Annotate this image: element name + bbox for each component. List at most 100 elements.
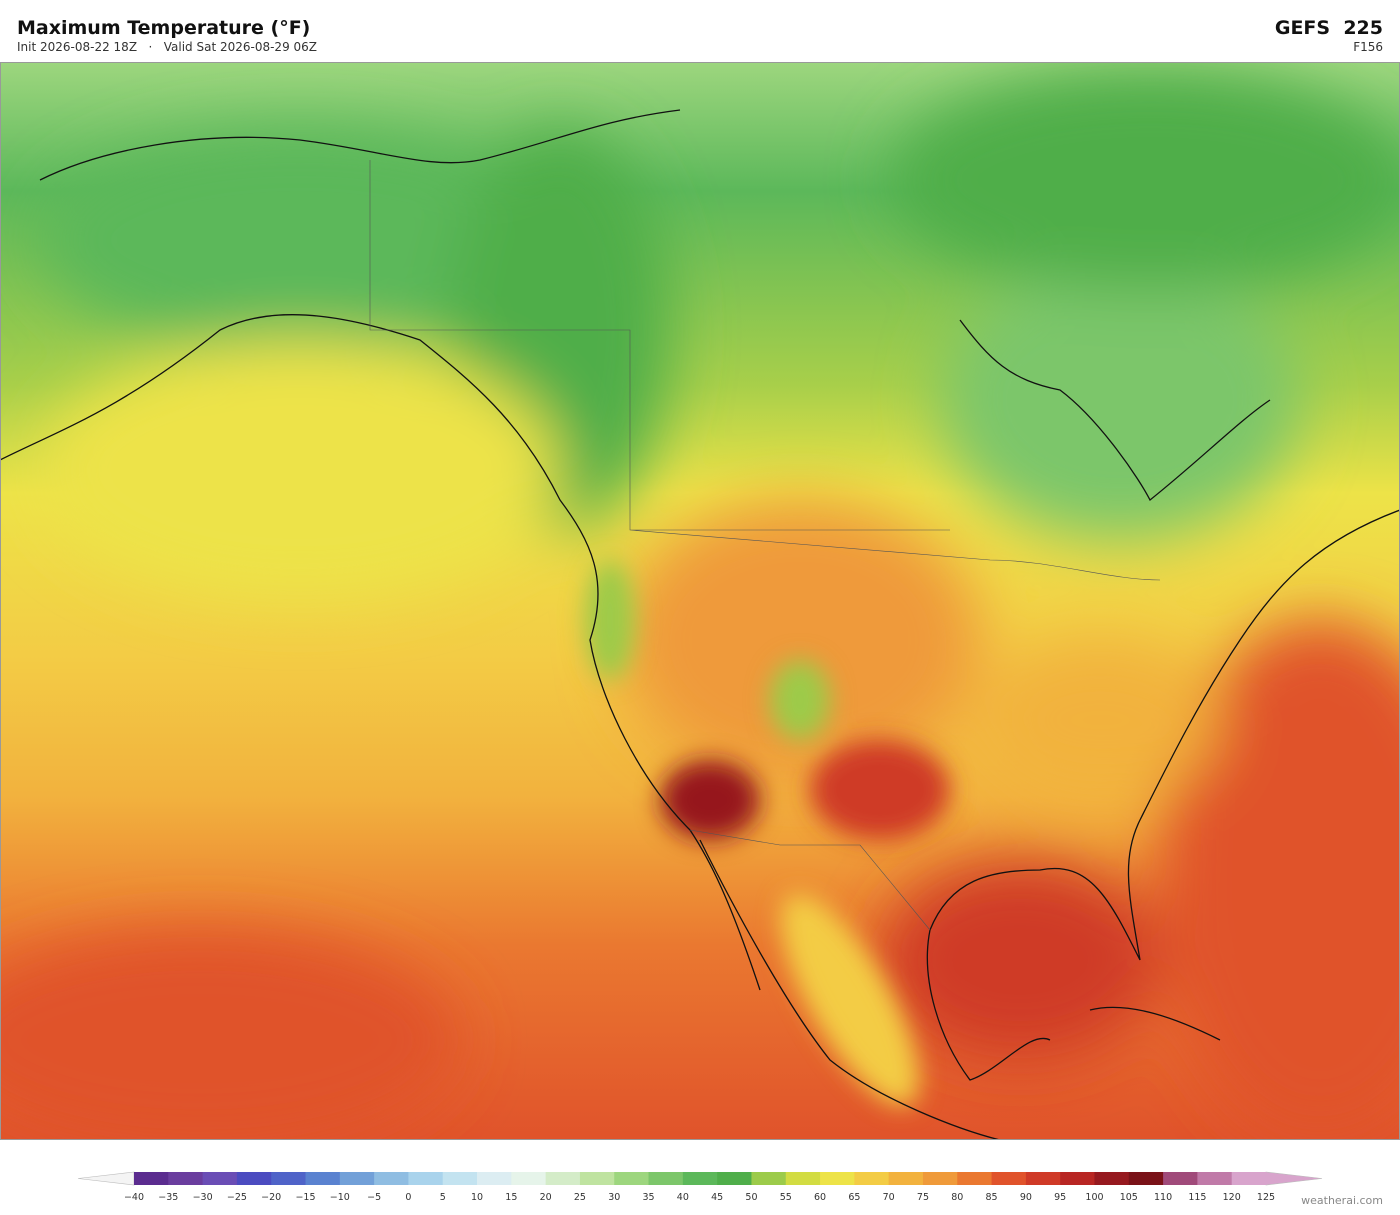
colorbar-tick-label: 10	[471, 1192, 483, 1203]
colorbar-tick-label: 70	[883, 1192, 895, 1203]
colorbar-swatch	[579, 1172, 615, 1185]
colorbar-swatch	[1163, 1172, 1198, 1185]
patch	[890, 70, 1400, 290]
patch	[660, 760, 760, 840]
colorbar-tick-label: 40	[677, 1192, 689, 1203]
colorbar-tick-label: −35	[158, 1192, 178, 1203]
colorbar-tick-label: −40	[124, 1192, 144, 1203]
coastline	[699, 839, 1001, 1140]
colorbar-tick-label: −25	[227, 1192, 247, 1203]
patch	[620, 500, 980, 780]
colorbar-tick-label: −5	[367, 1192, 381, 1203]
coastline	[929, 509, 1400, 961]
border	[689, 829, 931, 931]
colorbar-swatch	[648, 1172, 684, 1185]
colorbar-tick-label: 65	[848, 1192, 860, 1203]
patch	[810, 740, 950, 840]
colorbar-tick-label: −15	[295, 1192, 315, 1203]
patch	[880, 860, 1160, 1060]
patch	[585, 560, 635, 680]
coastlines	[0, 109, 1400, 1140]
colorbar-tick-label: 60	[814, 1192, 826, 1203]
colorbar-swatch	[202, 1172, 238, 1185]
colorbar-swatch	[271, 1172, 307, 1185]
colorbar-swatch	[511, 1172, 547, 1185]
colorbar-swatch	[751, 1172, 787, 1185]
colorbar-swatch	[1094, 1172, 1130, 1185]
colorbar-tick-label: 100	[1085, 1192, 1103, 1203]
coastline	[959, 319, 1271, 502]
colorbar-tick-label: 55	[780, 1192, 792, 1203]
colorbar-tick-label: 20	[540, 1192, 552, 1203]
colorbar-tick-label: 95	[1054, 1192, 1066, 1203]
coastline	[926, 929, 1051, 1081]
borders	[369, 160, 1161, 931]
colorbar-swatch	[991, 1172, 1027, 1185]
colorbar-swatch	[477, 1172, 512, 1185]
patch	[1160, 620, 1400, 1140]
colorbar-tick-label: 85	[986, 1192, 998, 1203]
colorbar-swatch	[374, 1172, 409, 1185]
colorbar-swatch	[168, 1172, 204, 1185]
colorbar-swatch	[545, 1172, 581, 1185]
colorbar-tick-label: −20	[261, 1192, 281, 1203]
colorbar-swatch	[236, 1172, 272, 1185]
colorbar-swatch	[888, 1172, 924, 1185]
map-title: Maximum Temperature (°F)	[17, 17, 310, 39]
colorbar-swatch	[339, 1172, 375, 1185]
colorbar-swatch	[785, 1172, 821, 1185]
coastline	[39, 109, 681, 181]
colorbar-tick-label: 115	[1188, 1192, 1206, 1203]
coastline	[1089, 1006, 1221, 1041]
colorbar-swatch	[1025, 1172, 1061, 1185]
patch	[940, 260, 1300, 540]
colorbar-extend-high	[1265, 1171, 1323, 1186]
colorbar-swatch	[717, 1172, 752, 1185]
patch	[780, 894, 920, 1106]
colorbar: −40 −35 −30 −25 −20 −15 −10 −5 0 5 10 15 20 25 30 35 40 4…	[77, 1171, 1323, 1203]
colorbar-swatch	[305, 1172, 341, 1185]
colorbar-tick-label: 0	[405, 1192, 411, 1203]
patch	[0, 930, 460, 1140]
colorbar-tick-label: 50	[745, 1192, 757, 1203]
colorbar-tick-label: 120	[1223, 1192, 1241, 1203]
patch	[980, 640, 1220, 800]
temperature-field	[0, 62, 1400, 1140]
patch	[40, 340, 560, 600]
colorbar-tick-label: 110	[1154, 1192, 1172, 1203]
colorbar-tick-label: 5	[440, 1192, 446, 1203]
patch	[40, 130, 560, 350]
colorbar-tick-label: 45	[711, 1192, 723, 1203]
coastline	[0, 314, 761, 991]
colorbar-extend-low	[77, 1171, 135, 1186]
colorbar-tick-label: 105	[1120, 1192, 1138, 1203]
colorbar-tick-label: 80	[951, 1192, 963, 1203]
colorbar-tick-label: −10	[330, 1192, 350, 1203]
colorbar-swatch	[134, 1172, 169, 1185]
colorbar-tick-label: 15	[505, 1192, 517, 1203]
field-patches	[0, 70, 1400, 1140]
colorbar-swatch	[442, 1172, 478, 1185]
model-label: GEFS 225	[1275, 17, 1383, 39]
colorbar-swatch	[854, 1172, 890, 1185]
colorbar-tick-label: 125	[1257, 1192, 1275, 1203]
colorbar-swatch	[614, 1172, 650, 1185]
colorbar-swatch	[820, 1172, 855, 1185]
colorbar-tick-label: 35	[642, 1192, 654, 1203]
border	[369, 160, 1161, 581]
patch	[770, 660, 830, 740]
colorbar-swatch	[408, 1172, 444, 1185]
map-subtitle: Init 2026-08-22 18Z · Valid Sat 2026-08-…	[17, 40, 317, 54]
colorbar-swatch	[957, 1172, 993, 1185]
credit: weatherai.com	[1301, 1194, 1383, 1207]
colorbar-tick-label: −30	[193, 1192, 213, 1203]
colorbar-tick-label: 75	[917, 1192, 929, 1203]
colorbar-tick-label: 30	[608, 1192, 620, 1203]
colorbar-swatch	[1197, 1172, 1233, 1185]
colorbar-swatch	[1128, 1172, 1164, 1185]
forecast-hour: F156	[1353, 40, 1383, 54]
colorbar-swatch	[922, 1172, 958, 1185]
colorbar-tick-label: 25	[574, 1192, 586, 1203]
